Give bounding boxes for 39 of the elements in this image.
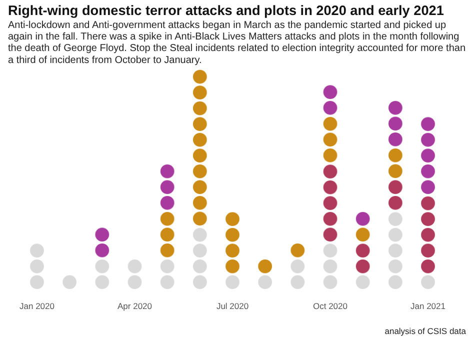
bar [356,226,370,242]
bar [128,258,142,290]
bar [421,194,435,274]
bar [258,274,272,290]
bar [421,116,435,195]
bar [192,226,207,290]
bar [160,163,174,211]
chart-subtitle: Anti-lockdown and Anti-government attacks began in March as the pandemic started and picked up again in the fall. There was a spike in Anti-Black Lives Matters attacks and plots in the month following the death of George Floyd. Stop the Steal incidents related to election integrity accounted for more than a third of incidents from October to January. [8,20,466,66]
bar [226,274,240,290]
x-tick-label: Oct 2020 [313,301,348,312]
chart-title: Right-wing domestic terror attacks and plots in 2020 and early 2021 [8,3,444,18]
x-tick-label: Jan 2020 [20,301,55,312]
bar [62,274,77,290]
bar [160,258,174,290]
bar [388,210,402,290]
bar [388,100,402,148]
bar [388,147,402,179]
bar [323,242,338,290]
bar [356,274,370,290]
bar [226,210,240,274]
bar [95,258,110,290]
bar [290,258,305,290]
bar [388,179,402,211]
bar [30,242,44,290]
bar [323,163,338,242]
bar [323,84,338,116]
x-tick-label: Jan 2021 [410,301,446,312]
x-tick-label: Jul 2020 [216,301,249,312]
bar [95,226,110,258]
bar [258,258,272,274]
bar [192,68,207,227]
bar [356,242,370,274]
text: analysis of CSIS data [384,326,466,336]
bar [160,210,174,258]
bar [421,274,435,290]
bar [323,116,338,164]
bar [290,242,305,258]
x-tick-label: Apr 2020 [118,301,152,312]
bar [356,210,370,227]
